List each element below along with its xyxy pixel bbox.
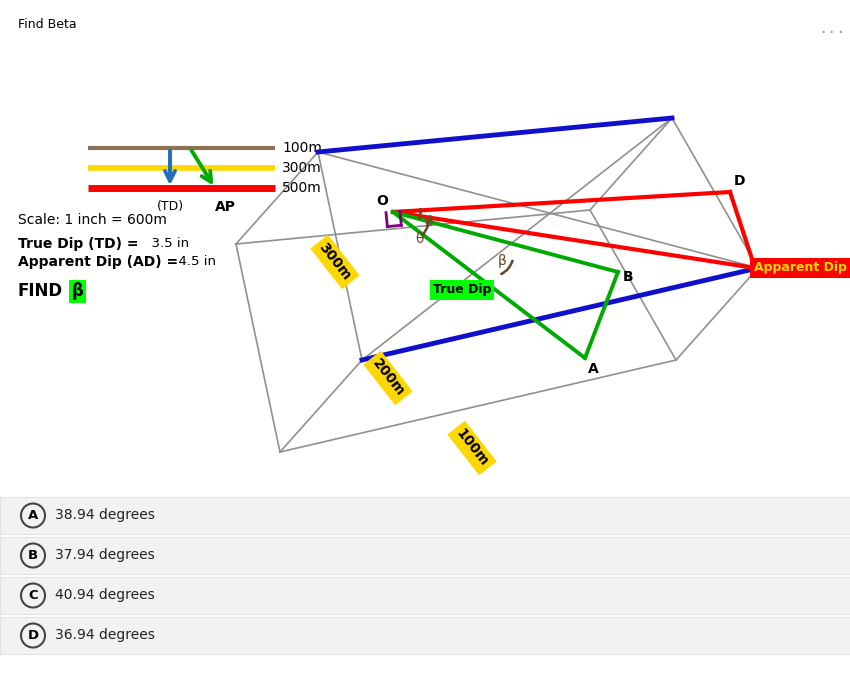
Text: FIND: FIND [18,282,63,300]
Text: AP: AP [214,200,235,214]
Text: θ: θ [415,232,423,246]
Text: 500m: 500m [282,181,322,195]
Text: D: D [27,629,38,642]
Text: D: D [734,174,745,188]
Text: Find Beta: Find Beta [18,18,76,31]
Text: ...: ... [818,21,846,36]
Text: (TD): (TD) [156,200,184,213]
FancyBboxPatch shape [0,537,850,574]
Text: O: O [376,194,388,208]
Text: Scale: 1 inch = 600m: Scale: 1 inch = 600m [18,213,167,227]
Text: 100m: 100m [282,141,322,155]
Text: 200m: 200m [369,357,407,399]
Text: A: A [588,362,598,376]
Text: Apparent Dip (AD) =: Apparent Dip (AD) = [18,255,178,269]
Text: C: C [28,589,37,602]
Text: C: C [760,261,770,275]
Text: ø: ø [425,215,434,229]
FancyBboxPatch shape [0,497,850,534]
FancyBboxPatch shape [0,617,850,654]
Text: 36.94 degrees: 36.94 degrees [55,629,155,642]
Text: β: β [72,282,84,300]
FancyBboxPatch shape [0,577,850,614]
Text: 300m: 300m [316,240,354,283]
Text: 37.94 degrees: 37.94 degrees [55,548,155,563]
Text: Apparent Dip: Apparent Dip [754,261,847,274]
Text: β: β [498,254,507,268]
Text: 300m: 300m [282,161,322,175]
Text: B: B [28,549,38,562]
Text: True Dip (TD) =: True Dip (TD) = [18,237,139,251]
Text: 4.5 in: 4.5 in [170,255,216,268]
Text: A: A [28,509,38,522]
Text: 40.94 degrees: 40.94 degrees [55,588,155,602]
Text: True Dip: True Dip [433,283,491,297]
Text: 100m: 100m [453,427,490,469]
Text: 38.94 degrees: 38.94 degrees [55,509,155,523]
Text: B: B [623,270,633,284]
Text: 3.5 in: 3.5 in [143,237,189,250]
